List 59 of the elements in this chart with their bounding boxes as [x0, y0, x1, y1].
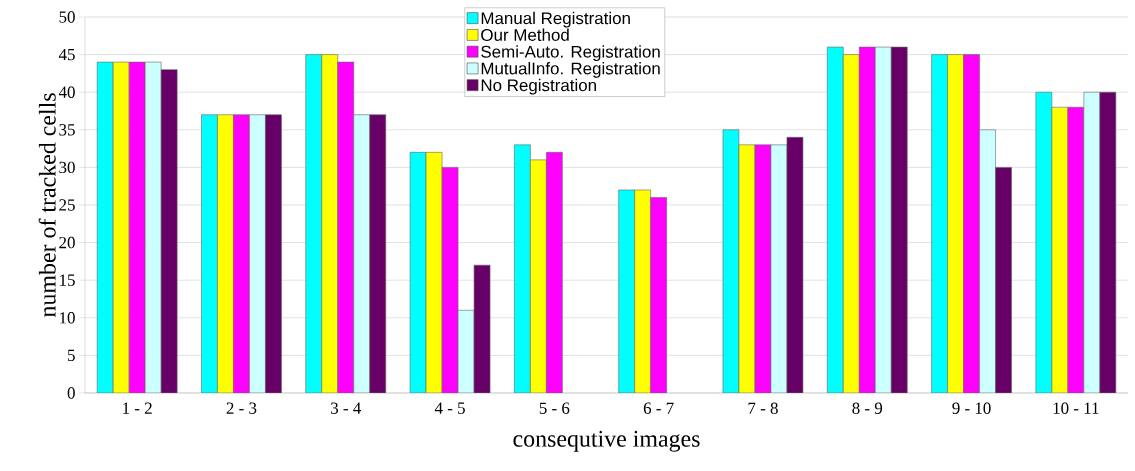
bar	[947, 54, 964, 393]
x-tick-label: 4 - 5	[434, 402, 465, 414]
legend-label: No Registration	[481, 78, 596, 95]
x-tick-label: 6 - 7	[643, 402, 674, 414]
legend-label: Our Method	[481, 28, 569, 41]
bar	[337, 61, 355, 393]
x-tick-label: 10 - 11	[1053, 402, 1099, 414]
x-tick-label: 3 - 4	[331, 402, 361, 414]
x-tick-label: 9 - 10	[952, 402, 991, 414]
y-tick-label: 5	[68, 349, 75, 362]
bar	[217, 114, 234, 393]
y-tick-label: 25	[59, 199, 75, 211]
bar	[931, 54, 948, 393]
bar	[890, 46, 908, 393]
y-tick-label: 0	[67, 387, 75, 399]
x-tick-label: 8 - 9	[852, 402, 883, 414]
legend-label: Semi-Auto. Registration	[481, 45, 660, 62]
bar	[858, 46, 876, 393]
bar	[963, 54, 980, 393]
bar	[353, 114, 371, 393]
y-tick-label: 30	[59, 161, 75, 174]
bar	[634, 189, 651, 393]
bar	[201, 114, 218, 393]
bar	[369, 114, 387, 393]
bar	[826, 46, 844, 393]
y-tick-label: 20	[59, 236, 75, 249]
bar	[995, 167, 1012, 393]
bar	[979, 129, 996, 393]
bar	[650, 197, 667, 393]
y-tick-label: 10	[60, 312, 75, 324]
bar	[265, 114, 282, 393]
x-tick-label: 1 - 2	[123, 402, 152, 414]
y-tick-label: 35	[59, 124, 75, 136]
x-tick-label: 7 - 8	[748, 402, 778, 414]
bar	[514, 144, 531, 393]
bar	[233, 114, 250, 393]
bar	[128, 61, 146, 393]
bar	[112, 61, 130, 393]
x-tick-label: 5 - 6	[539, 402, 570, 414]
bar	[249, 114, 266, 393]
y-tick-label: 15	[60, 274, 75, 286]
y-tick-label: 45	[58, 48, 75, 61]
bar	[874, 46, 892, 393]
x-axis-title: consequtive images	[513, 430, 700, 452]
bar	[321, 54, 339, 393]
legend-label: MutualInfo. Registration	[481, 62, 660, 78]
bar	[305, 54, 323, 393]
bar	[618, 189, 635, 393]
legend-label: Manual Registration	[481, 11, 630, 28]
bar	[144, 61, 162, 393]
y-tick-label: 50	[59, 11, 75, 23]
y-axis-title: number of tracked cells	[38, 93, 56, 317]
bar	[842, 54, 860, 393]
bar	[530, 159, 547, 393]
bar	[160, 69, 178, 393]
x-tick-label: 2 - 3	[226, 402, 257, 414]
y-tick-label: 40	[58, 86, 75, 98]
bar	[96, 61, 114, 393]
bar	[546, 152, 563, 393]
